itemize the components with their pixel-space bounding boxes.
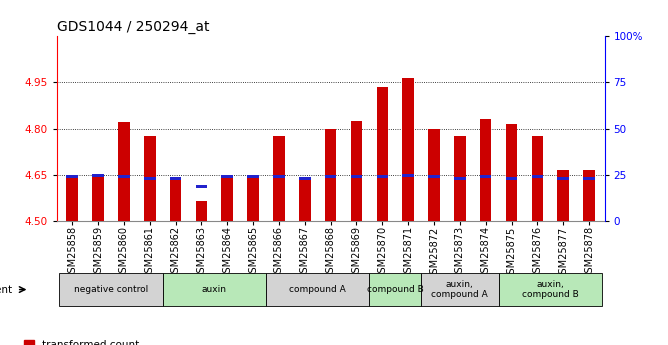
Bar <box>557 170 569 221</box>
Bar <box>247 178 259 221</box>
Bar <box>532 175 543 178</box>
Bar <box>557 177 569 180</box>
Text: negative control: negative control <box>74 285 148 294</box>
FancyBboxPatch shape <box>163 273 266 306</box>
Text: agent: agent <box>0 285 13 295</box>
Bar <box>325 175 337 178</box>
Bar <box>351 175 362 178</box>
FancyBboxPatch shape <box>421 273 498 306</box>
Bar <box>144 136 156 221</box>
Bar <box>402 174 414 177</box>
Bar <box>247 175 259 178</box>
Bar <box>92 176 104 221</box>
Bar <box>583 170 595 221</box>
FancyBboxPatch shape <box>266 273 369 306</box>
Bar <box>428 129 440 221</box>
Bar <box>299 178 311 221</box>
Bar <box>506 124 517 221</box>
Bar <box>170 177 182 180</box>
Bar <box>351 121 362 221</box>
Bar <box>273 136 285 221</box>
Text: auxin: auxin <box>202 285 227 294</box>
Bar <box>402 78 414 221</box>
Bar <box>196 185 207 188</box>
Bar <box>67 178 78 221</box>
Bar <box>118 122 130 221</box>
Legend: transformed count, percentile rank within the sample: transformed count, percentile rank withi… <box>23 340 218 345</box>
Bar <box>170 178 182 221</box>
Bar <box>92 174 104 177</box>
FancyBboxPatch shape <box>369 273 421 306</box>
Bar <box>118 175 130 178</box>
Bar <box>583 177 595 180</box>
Bar <box>377 87 388 221</box>
Text: auxin,
compound B: auxin, compound B <box>522 280 578 299</box>
Bar <box>299 177 311 180</box>
FancyBboxPatch shape <box>59 273 163 306</box>
Bar <box>222 175 233 178</box>
Bar <box>532 136 543 221</box>
Bar <box>480 175 492 178</box>
Text: compound B: compound B <box>367 285 424 294</box>
Bar <box>144 177 156 180</box>
Bar <box>222 178 233 221</box>
Bar <box>428 175 440 178</box>
Bar <box>454 136 466 221</box>
Bar <box>67 175 78 178</box>
Text: compound A: compound A <box>289 285 346 294</box>
Text: GDS1044 / 250294_at: GDS1044 / 250294_at <box>57 20 209 34</box>
Bar <box>196 201 207 221</box>
FancyBboxPatch shape <box>498 273 602 306</box>
Text: auxin,
compound A: auxin, compound A <box>432 280 488 299</box>
Bar <box>377 175 388 178</box>
Bar <box>325 129 337 221</box>
Bar <box>480 119 492 221</box>
Bar <box>273 175 285 178</box>
Bar <box>454 177 466 180</box>
Bar <box>506 177 517 180</box>
